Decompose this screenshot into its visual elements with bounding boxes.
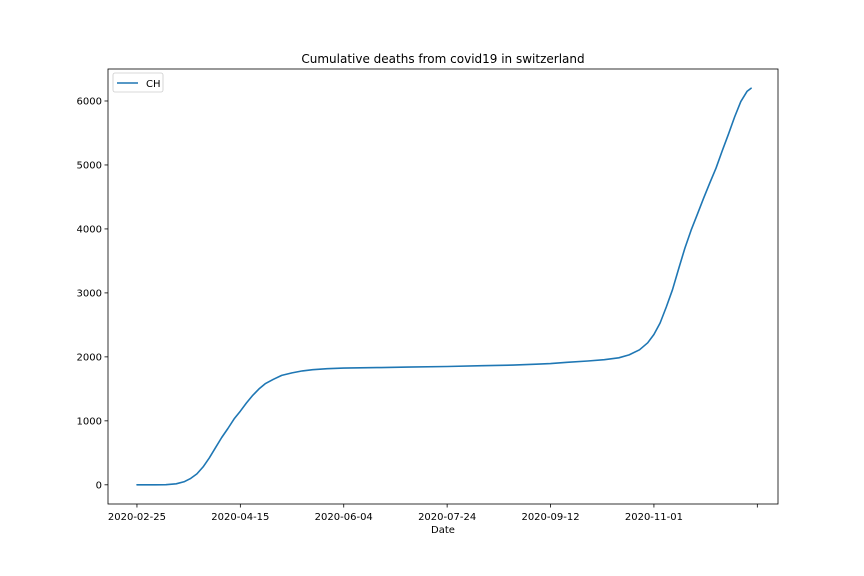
- x-tick-label: 2020-11-01: [625, 512, 683, 523]
- x-axis: 2020-02-25 2020-04-15 2020-06-04 2020-07-24…: [108, 504, 758, 523]
- x-tick-label: 2020-07-24: [418, 512, 476, 523]
- x-tick-label: 2020-04-15: [211, 512, 269, 523]
- y-tick-label: 1000: [77, 416, 102, 427]
- legend-label-ch: CH: [146, 79, 161, 90]
- plot-area-frame: [107, 68, 779, 505]
- y-tick-label: 2000: [77, 352, 102, 363]
- y-tick-label: 6000: [77, 96, 102, 107]
- y-tick-label: 0: [96, 480, 102, 491]
- legend: CH: [112, 72, 164, 93]
- x-axis-label: Date: [431, 525, 455, 536]
- y-axis: 0 1000 2000 3000 4000 5000 6000: [77, 96, 108, 491]
- x-tick-label: 2020-09-12: [521, 512, 579, 523]
- x-tick-label: 2020-06-04: [315, 512, 373, 523]
- y-tick-label: 5000: [77, 160, 102, 171]
- series-line-ch: [136, 87, 752, 486]
- y-tick-label: 4000: [77, 224, 102, 235]
- chart-title: Cumulative deaths from covid19 in switze…: [301, 52, 584, 66]
- x-tick-label: 2020-02-25: [108, 512, 166, 523]
- y-tick-label: 3000: [77, 288, 102, 299]
